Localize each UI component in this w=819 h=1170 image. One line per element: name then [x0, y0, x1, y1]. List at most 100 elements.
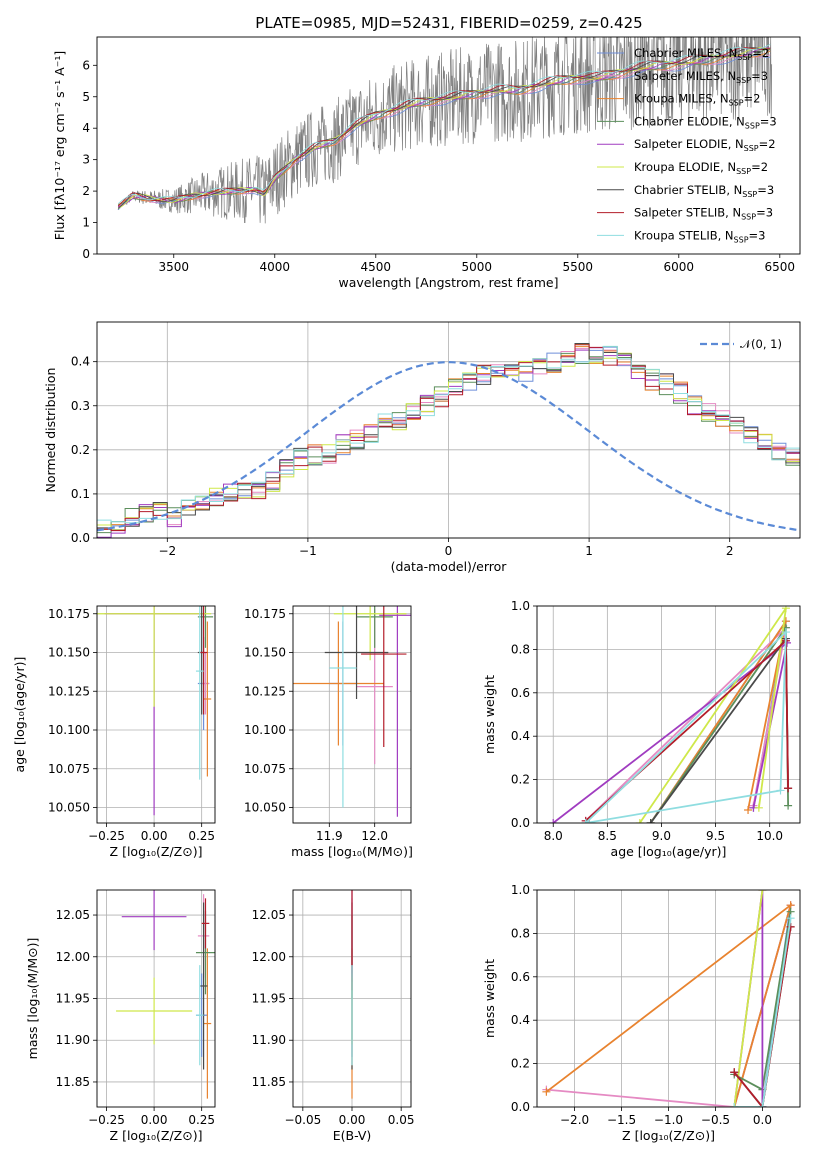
weight-marker — [646, 819, 655, 823]
spectrum-legend: Chabrier MILES, NSSP=2 Salpeter MILES, NS… — [597, 46, 777, 244]
y-tick-label: 4 — [82, 121, 90, 135]
gaussian-curve — [97, 360, 798, 532]
y-tick-label: 3 — [82, 153, 90, 167]
y-tick-label: 0.4 — [511, 1013, 530, 1027]
x-tick-label: 2 — [726, 544, 734, 558]
x-tick-label: −0.25 — [88, 829, 125, 843]
x-tick-label: 9.5 — [706, 829, 725, 843]
legend-suffix: =3 — [751, 69, 768, 83]
y-tick-label: 2 — [82, 184, 90, 198]
y-tick-label: 1 — [82, 216, 90, 230]
y-tick-label: 11.90 — [56, 1033, 90, 1047]
y-tick-label: 10.075 — [48, 762, 90, 776]
legend-subscript: SSP — [736, 76, 751, 85]
data-spectrum-line — [117, 37, 773, 224]
y-tick-label: 1.0 — [511, 599, 530, 613]
x-axis-label: E(B-V) — [333, 1128, 372, 1143]
legend-label: Kroupa ELODIE, NSSP=2 — [634, 160, 768, 176]
x-axis-label: wavelength [Angstrom, rest frame] — [338, 275, 558, 290]
x-tick-label: −2 — [158, 544, 176, 558]
axes-frame — [292, 605, 412, 824]
plot-area — [117, 37, 773, 224]
plot-area — [293, 606, 411, 817]
y-tick-label: 1.0 — [511, 883, 530, 897]
y-tick-label: 11.90 — [252, 1033, 286, 1047]
x-tick-label: 12.0 — [361, 829, 388, 843]
plot-area — [116, 890, 215, 1099]
model-line-8 — [117, 44, 771, 204]
weight-marker — [744, 805, 753, 814]
x-tick-label: −0.05 — [284, 1113, 321, 1127]
weight-marker — [758, 890, 767, 894]
weight-marker — [786, 914, 795, 923]
y-tick-label: 10.050 — [244, 801, 286, 815]
y-tick-label: 0.0 — [511, 816, 530, 830]
panel-residuals: −2 −1 0 1 2 0.0 0.1 0.2 0.3 0.4 (data-model)/error… — [43, 321, 801, 574]
weight-marker — [754, 803, 763, 812]
x-axis-label: Z [log₁₀(Z/Z⊙)] — [110, 844, 203, 859]
x-tick-label: −1.5 — [607, 1113, 636, 1127]
y-axis-label: Normed distribution — [43, 368, 58, 493]
legend-suffix: =2 — [752, 46, 769, 60]
y-axis-label: mass [log₁₀(M/M⊙)] — [25, 938, 40, 1060]
x-tick-label: 0 — [445, 544, 453, 558]
y-tick-label: 0.8 — [511, 642, 530, 656]
histogram-2 — [97, 346, 800, 530]
panel-mass_vs_EBV: −0.05 0.00 0.05 11.85 11.90 11.95 12.00 12.05 E(… — [252, 889, 415, 1143]
legend-label: 𝒩(0, 1) — [740, 337, 782, 351]
y-tick-label: 0.6 — [511, 970, 530, 984]
histogram-6 — [97, 343, 800, 531]
y-tick-label: 10.050 — [48, 801, 90, 815]
x-tick-label: 5000 — [462, 260, 493, 274]
plot-area — [549, 606, 793, 823]
y-axis-label: age [log₁₀(age/yr)] — [12, 657, 27, 773]
x-tick-label: 5500 — [563, 260, 594, 274]
y-tick-label: 0.6 — [511, 686, 530, 700]
y-tick-label: 10.125 — [244, 684, 286, 698]
x-axis-label: (data-model)/error — [391, 559, 508, 574]
y-tick-label: 10.100 — [48, 723, 90, 737]
y-tick-label: 12.00 — [56, 950, 90, 964]
legend-label: Chabrier STELIB, NSSP=3 — [634, 183, 774, 199]
x-tick-label: −0.25 — [88, 1113, 125, 1127]
x-tick-label: −1 — [299, 544, 317, 558]
y-tick-label: 5 — [82, 90, 90, 104]
panel-massweight_vs_Z: −2.0 −1.5 −1.0 −0.5 0.0 0.0 0.2 0.4 0.6 0.8 1.0 Z [… — [482, 883, 801, 1143]
y-axis-label: Flux [fλ10⁻¹⁷ erg cm⁻² s⁻¹ A⁻¹] — [52, 51, 67, 240]
y-tick-label: 12.05 — [56, 908, 90, 922]
legend-subscript: SSP — [745, 121, 760, 130]
y-tick-label: 10.075 — [244, 762, 286, 776]
weight-marker — [730, 1103, 739, 1107]
y-tick-label: 0.2 — [71, 443, 90, 457]
legend-label: Salpeter ELODIE, NSSP=2 — [634, 137, 776, 153]
x-tick-label: 8.0 — [544, 829, 563, 843]
x-axis-label: Z [log₁₀(Z/Z⊙)] — [110, 1128, 203, 1143]
x-tick-label: −0.5 — [701, 1113, 730, 1127]
weight-marker — [781, 628, 790, 637]
legend-subscript: SSP — [737, 53, 752, 62]
x-tick-label: 6000 — [664, 260, 695, 274]
weight-marker — [581, 819, 590, 823]
x-axis-label: age [log₁₀(age/yr)] — [611, 844, 727, 859]
x-tick-label: 0.00 — [339, 1113, 366, 1127]
x-tick-label: 9.0 — [652, 829, 671, 843]
legend-suffix: =3 — [749, 228, 766, 242]
legend-suffix: =3 — [756, 206, 773, 220]
histogram-7 — [97, 344, 800, 531]
y-tick-label: 10.175 — [48, 607, 90, 621]
legend-suffix: =2 — [744, 92, 761, 106]
y-axis-label: mass weight — [482, 675, 497, 754]
plot-area — [97, 606, 214, 816]
y-tick-label: 0.8 — [511, 926, 530, 940]
y-tick-label: 10.175 — [244, 607, 286, 621]
model-line-4 — [118, 47, 771, 208]
weight-line-8 — [734, 918, 792, 1107]
x-tick-label: 0.05 — [388, 1113, 415, 1127]
histogram-8 — [97, 345, 800, 524]
panel-age_vs_mass: 11.9 12.0 10.050 10.075 10.100 10.125 10.150 10… — [244, 605, 413, 859]
model-line-2 — [117, 50, 771, 206]
panel-mass_vs_Z: −0.25 0.00 0.25 11.85 11.90 11.95 12.00 12.05 Z … — [25, 889, 216, 1143]
weight-marker — [730, 1068, 739, 1077]
figure-title: PLATE=0985, MJD=52431, FIBERID=0259, z=0… — [255, 14, 642, 32]
x-tick-label: −2.0 — [560, 1113, 589, 1127]
